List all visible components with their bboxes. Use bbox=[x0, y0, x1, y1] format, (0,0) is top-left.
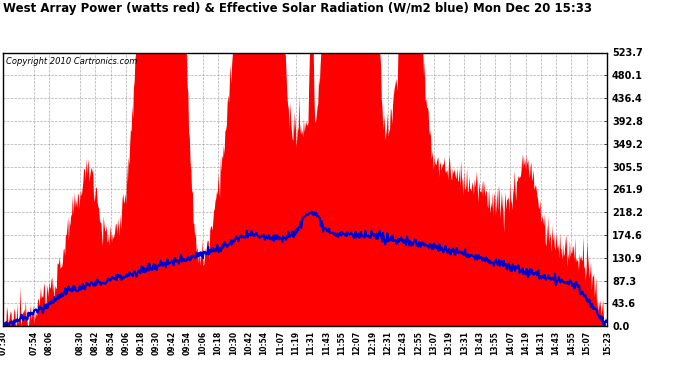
Text: West Array Power (watts red) & Effective Solar Radiation (W/m2 blue) Mon Dec 20 : West Array Power (watts red) & Effective… bbox=[3, 2, 593, 15]
Text: Copyright 2010 Cartronics.com: Copyright 2010 Cartronics.com bbox=[6, 57, 138, 66]
